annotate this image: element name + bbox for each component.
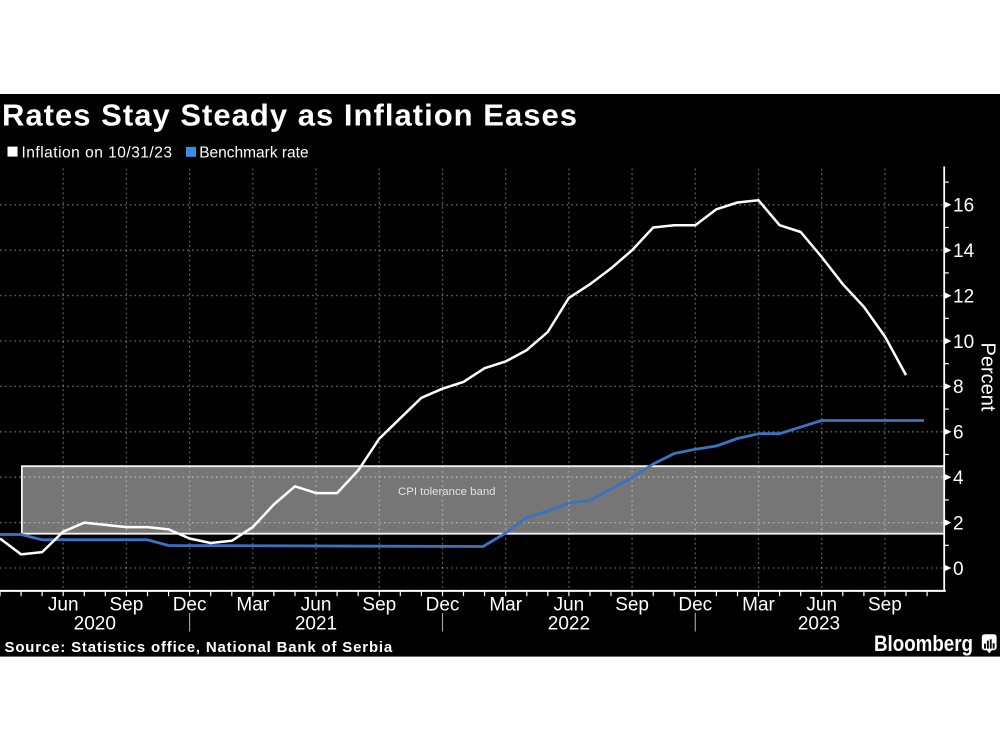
svg-text:8: 8 [953,377,964,398]
svg-text:Mar: Mar [742,594,775,615]
svg-text:16: 16 [953,196,974,217]
svg-text:10: 10 [953,332,974,353]
svg-text:Mar: Mar [489,594,522,615]
svg-text:Jun: Jun [806,594,837,615]
svg-text:Jun: Jun [554,594,585,615]
svg-text:2023: 2023 [798,613,840,634]
svg-text:2020: 2020 [74,613,116,634]
svg-text:Dec: Dec [678,594,712,615]
svg-text:Sep: Sep [868,594,902,615]
svg-text:Sep: Sep [109,594,143,615]
svg-text:0: 0 [953,559,964,580]
svg-text:4: 4 [953,468,964,489]
svg-text:Sep: Sep [615,594,649,615]
svg-text:2022: 2022 [548,613,590,634]
svg-text:2: 2 [953,513,964,534]
svg-text:14: 14 [953,241,975,262]
svg-text:Rates Stay Steady as Inflation: Rates Stay Steady as Inflation Eases [2,98,578,133]
svg-text:12: 12 [953,286,974,307]
svg-text:Percent: Percent [977,343,999,412]
svg-text:Dec: Dec [426,594,460,615]
svg-text:Bloomberg: Bloomberg [874,631,973,656]
svg-text:Source: Statistics office, Nat: Source: Statistics office, National Bank… [5,639,394,656]
svg-text:Sep: Sep [362,594,396,615]
svg-text:Mar: Mar [236,594,269,615]
svg-text:6: 6 [953,423,964,444]
svg-text:2021: 2021 [295,613,337,634]
svg-text:Jun: Jun [301,594,332,615]
svg-text:Inflation on 10/31/23: Inflation on 10/31/23 [22,144,173,161]
svg-text:Dec: Dec [173,594,207,615]
svg-text:Benchmark rate: Benchmark rate [199,144,308,161]
svg-text:CPI tolerance band: CPI tolerance band [398,486,496,498]
svg-text:Jun: Jun [48,594,79,615]
